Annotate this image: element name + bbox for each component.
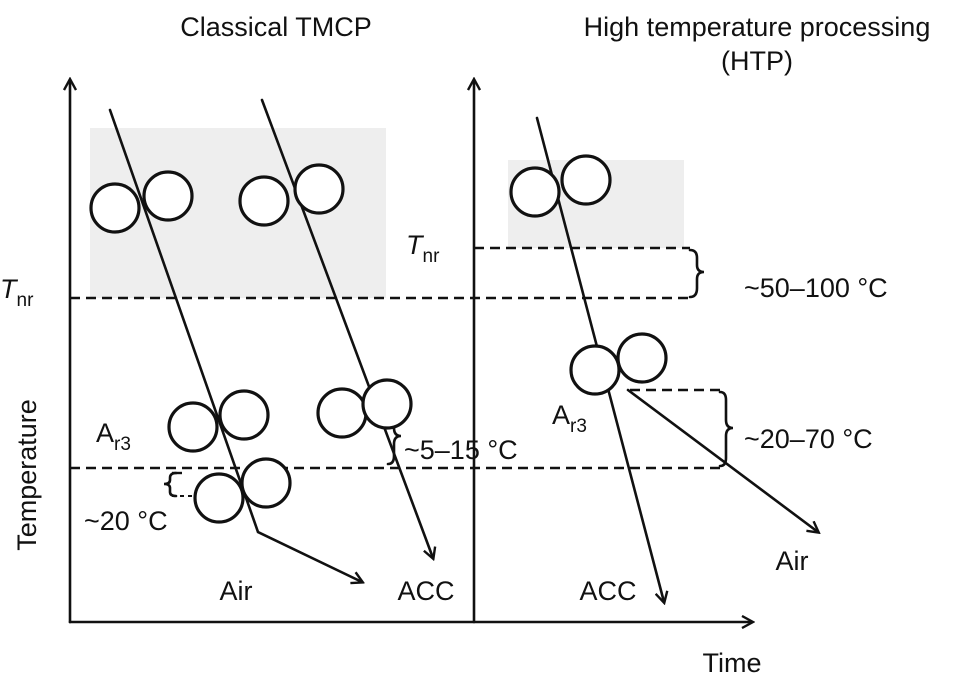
ar3-label-tmcp: Ar3 [96,418,131,455]
grain-pair-htp-1 [509,154,612,218]
grain-pair-htp-2 [569,332,668,396]
grain-pair-tmcp-4 [316,378,413,439]
gap-label-ar3-htp: ~20–70 °C [744,424,873,454]
y-axis-label: Temperature [12,399,42,551]
cooling-path-air-tmcp [108,108,362,582]
air-label-tmcp: Air [220,576,253,606]
brace-ar3-htp [718,390,734,468]
tnr-label-htp: Tnr [406,230,440,267]
brace-tnr-htp [688,248,705,299]
grain-pair-tmcp-5 [193,457,292,524]
ar3-label-htp: Ar3 [552,400,587,437]
title-classical-tmcp: Classical TMCP [180,12,372,42]
title-htp-line1: High temperature processing [584,12,931,42]
cooling-path-air-htp [626,388,818,532]
tnr-label-tmcp: Tnr [0,274,34,311]
acc-label-tmcp: ACC [397,576,454,606]
grain-pair-tmcp-1 [89,170,194,234]
gap-label-ar3-air: ~20 °C [84,506,168,536]
air-label-htp: Air [776,546,809,576]
cooling-path-acc-tmcp [260,98,433,558]
title-htp-line2: (HTP) [721,46,793,76]
gap-label-tnr-htp: ~50–100 °C [744,273,888,303]
gap-label-ar3-acc: ~5–15 °C [404,435,518,465]
brace-ar3-air [163,471,178,498]
grain-pair-tmcp-3 [167,389,270,453]
x-axis-label: Time [703,648,762,678]
acc-label-htp: ACC [579,576,636,606]
grain-pair-tmcp-2 [238,163,345,227]
